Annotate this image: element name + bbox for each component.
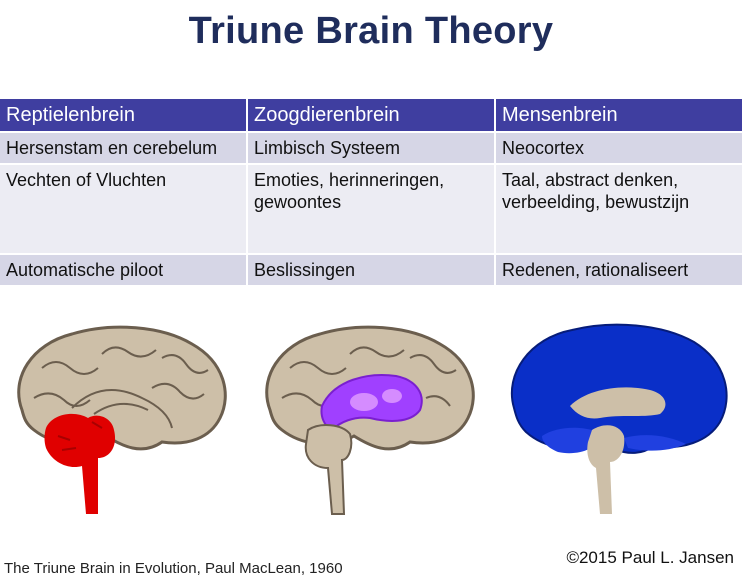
table-header-row: Reptielenbrein Zoogdierenbrein Mensenbre… xyxy=(0,99,742,131)
table-cell: Redenen, rationaliseert xyxy=(494,253,742,285)
table-row: Vechten of Vluchten Emoties, herinnering… xyxy=(0,163,742,253)
copyright-text: ©2015 Paul L. Jansen xyxy=(566,548,734,567)
table-cell: Vechten of Vluchten xyxy=(0,163,246,253)
brain-neocortex-icon xyxy=(510,323,728,514)
table-cell: Beslissingen xyxy=(246,253,494,285)
table-cell: Emoties, herinneringen, gewoontes xyxy=(246,163,494,253)
brain-comparison-table: Reptielenbrein Zoogdierenbrein Mensenbre… xyxy=(0,99,742,285)
page-title: Triune Brain Theory xyxy=(188,10,554,52)
table-cell: Limbisch Systeem xyxy=(246,131,494,163)
source-credit: The Triune Brain in Evolution, Paul MacL… xyxy=(4,560,343,577)
column-header-human: Mensenbrein xyxy=(494,99,742,131)
table-cell: Automatische piloot xyxy=(0,253,246,285)
brain-reptilian-icon xyxy=(17,325,227,514)
column-header-mammalian: Zoogdierenbrein xyxy=(246,99,494,131)
table-cell: Hersenstam en cerebelum xyxy=(0,131,246,163)
brain-limbic-icon xyxy=(265,325,475,515)
table-row: Automatische piloot Beslissingen Redenen… xyxy=(0,253,742,285)
table-cell: Neocortex xyxy=(494,131,742,163)
table-cell: Taal, abstract denken, verbeelding, bewu… xyxy=(494,163,742,253)
table-row: Hersenstam en cerebelum Limbisch Systeem… xyxy=(0,131,742,163)
column-header-reptilian: Reptielenbrein xyxy=(0,99,246,131)
